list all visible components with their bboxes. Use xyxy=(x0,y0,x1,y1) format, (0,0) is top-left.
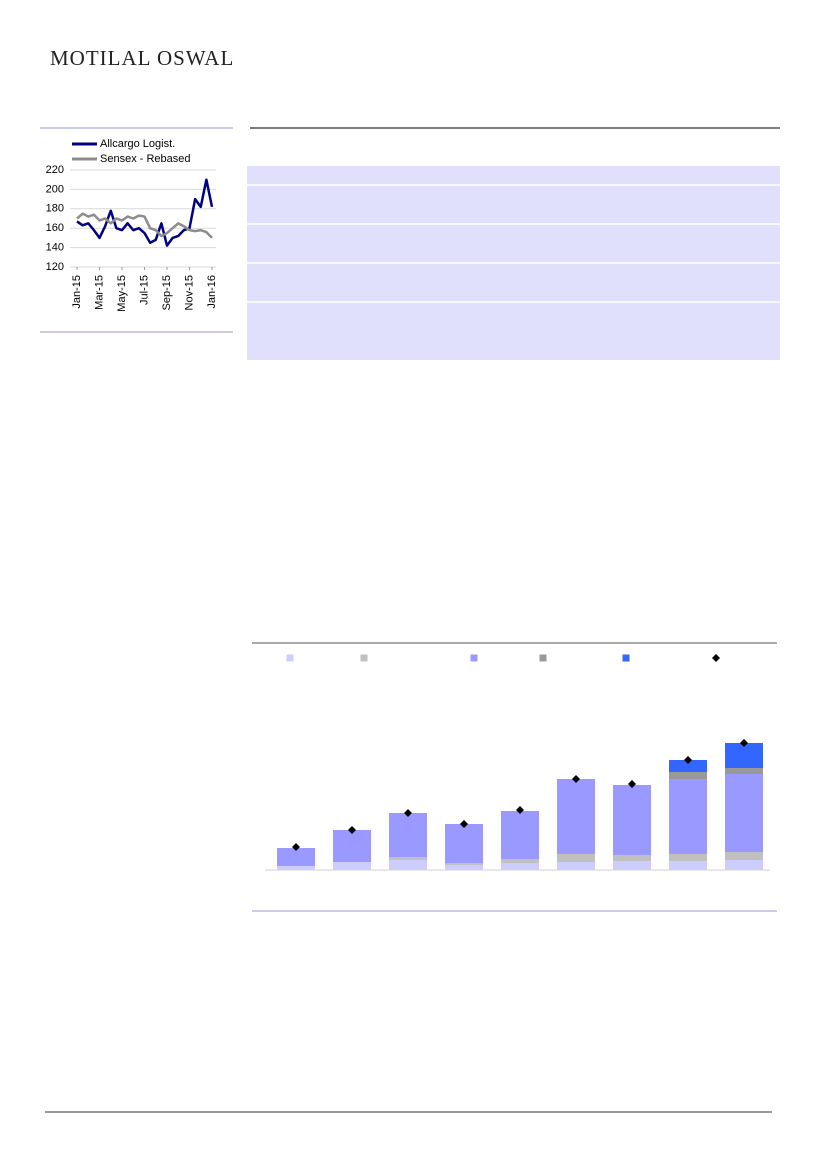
marker xyxy=(572,775,580,783)
bar-segment xyxy=(613,855,651,861)
marker xyxy=(684,756,692,764)
y-tick-label: 180 xyxy=(46,203,64,215)
y-tick-label: 120 xyxy=(46,261,64,273)
bar-segment xyxy=(725,860,763,870)
bar-segment xyxy=(669,779,707,854)
x-tick-label: Jul-15 xyxy=(138,275,150,305)
marker xyxy=(404,809,412,817)
brand-logo: MOTILAL OSWAL xyxy=(50,46,234,70)
legend-swatch xyxy=(286,654,294,662)
series-line xyxy=(76,178,214,247)
bar-segment xyxy=(389,857,427,860)
x-tick-label: Nov-15 xyxy=(183,275,195,310)
bar-segment xyxy=(669,854,707,861)
bar-segment xyxy=(725,768,763,774)
bar-segment xyxy=(557,862,595,870)
bar-segment xyxy=(725,743,763,768)
y-tick-label: 140 xyxy=(46,242,64,254)
marker xyxy=(460,820,468,828)
legend-swatch xyxy=(712,654,720,662)
legend-swatch xyxy=(360,654,368,662)
table-rows xyxy=(247,184,780,303)
legend-swatch xyxy=(470,654,478,662)
x-tick-label: May-15 xyxy=(116,275,128,312)
bar-segment xyxy=(501,859,539,863)
bar-segment xyxy=(389,860,427,870)
marker xyxy=(292,843,300,851)
bar-segment xyxy=(669,861,707,870)
x-tick-label: Sep-15 xyxy=(161,275,173,310)
bar-segment xyxy=(669,760,707,772)
bar-segment xyxy=(333,862,371,870)
bar-segment xyxy=(669,772,707,779)
bar-segment xyxy=(725,774,763,852)
bar-segment xyxy=(501,811,539,859)
bar-segment xyxy=(613,785,651,855)
legend-swatch xyxy=(539,654,547,662)
marker xyxy=(740,739,748,747)
marker xyxy=(628,780,636,788)
bar-segment xyxy=(277,848,315,866)
legend-swatch xyxy=(622,654,630,662)
x-tick-label: Jan-15 xyxy=(71,275,83,309)
x-tick-label: Jan-16 xyxy=(206,275,218,309)
bar-segment xyxy=(333,830,371,862)
legend-label: Allcargo Logist. xyxy=(100,138,175,150)
bar-segment xyxy=(613,861,651,870)
x-tick-label: Mar-15 xyxy=(93,275,105,310)
bar-segment xyxy=(445,865,483,870)
bar-segment xyxy=(557,779,595,854)
y-tick-label: 160 xyxy=(46,222,64,234)
marker xyxy=(348,826,356,834)
marker xyxy=(516,806,524,814)
bar-segment xyxy=(725,852,763,860)
bar-segment xyxy=(557,854,595,862)
bar-segment xyxy=(389,813,427,857)
y-tick-label: 200 xyxy=(46,183,64,195)
bar-segment xyxy=(501,863,539,870)
legend-label: Sensex - Rebased xyxy=(100,153,191,165)
bar-segment xyxy=(277,866,315,870)
bar-segment xyxy=(445,824,483,863)
y-tick-label: 220 xyxy=(46,164,64,176)
bar-segment xyxy=(445,863,483,865)
series-line xyxy=(76,212,213,239)
